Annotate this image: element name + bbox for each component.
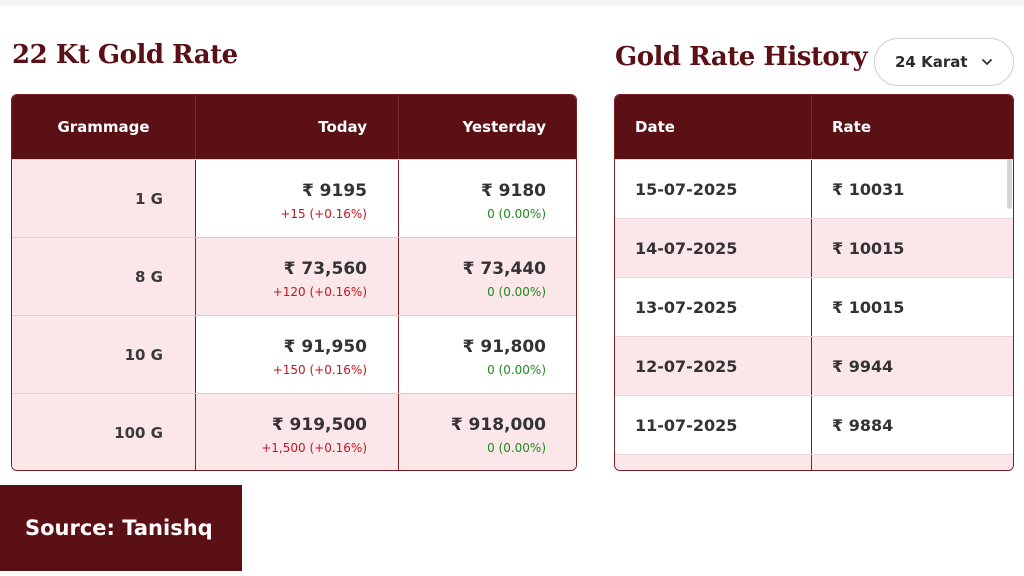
yesterday-price: ₹ 918,000 bbox=[450, 415, 546, 435]
date-cell: 15-07-2025 bbox=[615, 160, 812, 218]
table-row: 14-07-2025 ₹ 10015 bbox=[615, 218, 1013, 277]
date-cell: 14-07-2025 bbox=[615, 219, 812, 277]
table-header: Grammage Today Yesterday bbox=[12, 95, 576, 159]
grammage-cell: 1 G bbox=[12, 160, 196, 237]
gold-rate-title: 22 Kt Gold Rate bbox=[12, 40, 238, 70]
karat-select[interactable]: 24 Karat bbox=[874, 38, 1014, 86]
today-cell: ₹ 9195 +15 (+0.16%) bbox=[196, 160, 399, 237]
karat-select-value: 24 Karat bbox=[895, 53, 968, 71]
rate-cell: ₹ 9944 bbox=[832, 356, 894, 376]
grammage-cell: 8 G bbox=[12, 238, 196, 315]
yesterday-price: ₹ 9180 bbox=[480, 181, 546, 201]
rate-cell: ₹ 10031 bbox=[832, 179, 905, 199]
chevron-down-icon bbox=[982, 59, 992, 65]
table-row-partial bbox=[615, 454, 1013, 470]
gold-rate-history-title: Gold Rate History bbox=[615, 42, 868, 72]
date-cell-empty bbox=[615, 455, 812, 470]
yesterday-change: 0 (0.00%) bbox=[487, 285, 546, 299]
table-row: 1 G ₹ 9195 +15 (+0.16%) ₹ 9180 0 (0.00%) bbox=[12, 159, 576, 237]
yesterday-cell: ₹ 918,000 0 (0.00%) bbox=[399, 394, 576, 470]
gold-rate-history-table[interactable]: Date Rate 15-07-2025 ₹ 10031 14-07-2025 … bbox=[614, 94, 1014, 471]
column-header-grammage: Grammage bbox=[12, 95, 196, 159]
rate-cell: ₹ 10015 bbox=[832, 238, 905, 258]
gold-rate-table: Grammage Today Yesterday 1 G ₹ 9195 +15 … bbox=[11, 94, 577, 471]
rate-cell: ₹ 9884 bbox=[832, 415, 894, 435]
grammage-cell: 100 G bbox=[12, 394, 196, 470]
column-header-yesterday: Yesterday bbox=[462, 118, 546, 136]
table-header: Date Rate bbox=[615, 95, 1013, 159]
today-cell: ₹ 73,560 +120 (+0.16%) bbox=[196, 238, 399, 315]
top-divider bbox=[0, 0, 1024, 6]
today-price: ₹ 919,500 bbox=[271, 415, 367, 435]
table-row: 15-07-2025 ₹ 10031 bbox=[615, 159, 1013, 218]
table-row: 8 G ₹ 73,560 +120 (+0.16%) ₹ 73,440 0 (0… bbox=[12, 237, 576, 315]
today-cell: ₹ 919,500 +1,500 (+0.16%) bbox=[196, 394, 399, 470]
date-cell: 13-07-2025 bbox=[615, 278, 812, 336]
yesterday-price: ₹ 73,440 bbox=[462, 259, 546, 279]
today-price: ₹ 91,950 bbox=[283, 337, 367, 357]
date-cell: 12-07-2025 bbox=[615, 337, 812, 395]
column-header-rate: Rate bbox=[832, 118, 872, 136]
yesterday-price: ₹ 91,800 bbox=[462, 337, 546, 357]
table-row: 11-07-2025 ₹ 9884 bbox=[615, 395, 1013, 454]
grammage-cell: 10 G bbox=[12, 316, 196, 393]
today-change: +120 (+0.16%) bbox=[272, 285, 367, 299]
yesterday-change: 0 (0.00%) bbox=[487, 207, 546, 221]
today-price: ₹ 9195 bbox=[301, 181, 367, 201]
rate-cell-empty bbox=[812, 455, 1013, 470]
table-row: 13-07-2025 ₹ 10015 bbox=[615, 277, 1013, 336]
today-change: +1,500 (+0.16%) bbox=[261, 441, 367, 455]
today-change: +15 (+0.16%) bbox=[280, 207, 367, 221]
yesterday-change: 0 (0.00%) bbox=[487, 441, 546, 455]
source-badge: Source: Tanishq bbox=[0, 485, 242, 571]
column-header-date: Date bbox=[615, 95, 812, 159]
today-cell: ₹ 91,950 +150 (+0.16%) bbox=[196, 316, 399, 393]
table-scrollbar[interactable] bbox=[1007, 159, 1012, 209]
yesterday-cell: ₹ 73,440 0 (0.00%) bbox=[399, 238, 576, 315]
table-row: 10 G ₹ 91,950 +150 (+0.16%) ₹ 91,800 0 (… bbox=[12, 315, 576, 393]
yesterday-change: 0 (0.00%) bbox=[487, 363, 546, 377]
today-price: ₹ 73,560 bbox=[283, 259, 367, 279]
table-row: 12-07-2025 ₹ 9944 bbox=[615, 336, 1013, 395]
yesterday-cell: ₹ 9180 0 (0.00%) bbox=[399, 160, 576, 237]
today-change: +150 (+0.16%) bbox=[272, 363, 367, 377]
column-header-today: Today bbox=[196, 95, 399, 159]
yesterday-cell: ₹ 91,800 0 (0.00%) bbox=[399, 316, 576, 393]
rate-cell: ₹ 10015 bbox=[832, 297, 905, 317]
table-row: 100 G ₹ 919,500 +1,500 (+0.16%) ₹ 918,00… bbox=[12, 393, 576, 470]
date-cell: 11-07-2025 bbox=[615, 396, 812, 454]
